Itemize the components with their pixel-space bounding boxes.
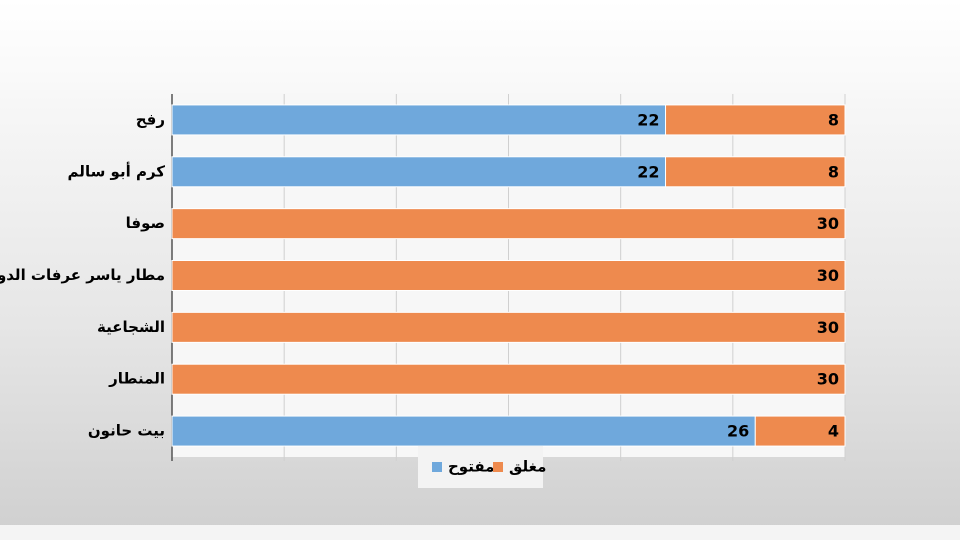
data-label: 22 [637, 162, 659, 181]
data-label: 8 [828, 162, 839, 181]
bar-segment [171, 104, 667, 136]
data-label: 26 [727, 422, 749, 441]
legend-label: مفتوح [448, 458, 494, 476]
bar-segment [665, 104, 846, 136]
legend: مفتوح مغلق [432, 458, 546, 476]
y-tick-label: صوفا [126, 214, 165, 232]
legend-swatch [432, 462, 442, 472]
data-label: 30 [817, 214, 839, 233]
legend-swatch [493, 462, 503, 472]
data-label: 30 [817, 266, 839, 285]
data-label: 30 [817, 370, 839, 389]
y-tick-label: المنطار [108, 370, 165, 388]
bottom-strip [0, 525, 960, 540]
bar-segment [754, 415, 846, 447]
bar-segment [171, 260, 846, 291]
bar-segment [171, 415, 756, 447]
bar-segment [171, 311, 846, 343]
data-label: 22 [637, 110, 659, 129]
labels: رفح 22 8 كرم أبو سالم 22 8 صوفا 30 مطار ياسر عرف… [0, 110, 839, 440]
data-label: 4 [828, 422, 839, 441]
bar-segment [171, 363, 846, 395]
bar-segment [171, 156, 667, 188]
bar-segment [171, 208, 846, 240]
y-tick-label: رفح [136, 110, 165, 128]
y-tick-label: الشجاعية [97, 318, 165, 336]
data-label: 30 [817, 318, 839, 337]
bar-segment [665, 156, 846, 188]
data-label: 8 [828, 110, 839, 129]
y-tick-label: بيت حانون [88, 422, 165, 440]
bars [171, 104, 846, 447]
legend-label: مغلق [509, 458, 546, 476]
y-tick-label: كرم أبو سالم [68, 161, 166, 180]
y-tick-label: مطار ياسر عرفات الدولي [0, 266, 165, 284]
